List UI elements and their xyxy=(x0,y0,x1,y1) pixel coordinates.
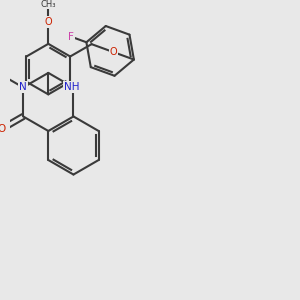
Text: O: O xyxy=(0,124,6,134)
Text: NH: NH xyxy=(64,82,80,92)
Text: F: F xyxy=(68,32,74,42)
Text: N: N xyxy=(19,82,27,92)
Text: O: O xyxy=(44,17,52,27)
Text: CH₃: CH₃ xyxy=(40,0,56,9)
Text: O: O xyxy=(110,47,117,57)
